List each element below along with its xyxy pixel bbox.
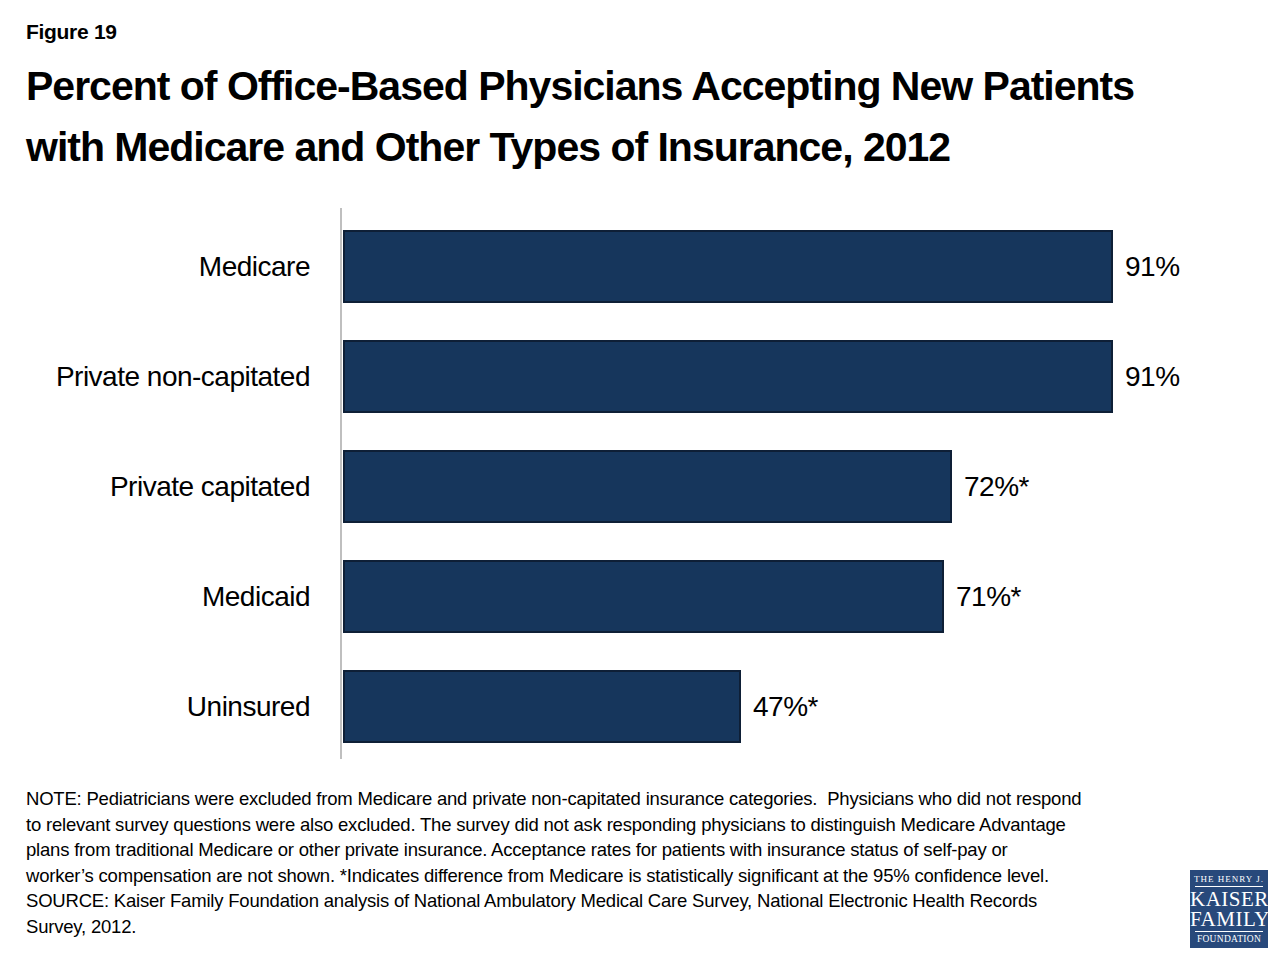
bar	[343, 670, 741, 743]
logo-divider-bottom	[1195, 931, 1263, 932]
notes: NOTE: Pediatricians were excluded from M…	[26, 786, 1081, 939]
value-label: 91%	[1125, 251, 1180, 283]
bar-chart: Medicare91%Private non-capitated91%Priva…	[0, 210, 1280, 780]
bar	[343, 230, 1113, 303]
logo-line-1: THE HENRY J.	[1190, 874, 1268, 884]
title-line-2: with Medicare and Other Types of Insuran…	[26, 117, 1134, 178]
logo-line-3: FAMILY	[1190, 909, 1268, 929]
page-title: Percent of Office-Based Physicians Accep…	[26, 56, 1134, 178]
bar	[343, 560, 944, 633]
value-label: 91%	[1125, 361, 1180, 393]
value-label: 72%*	[964, 471, 1029, 503]
note-line: plans from traditional Medicare or other…	[26, 837, 1081, 863]
bar-row: Private non-capitated 91%	[0, 340, 1280, 413]
category-label: Private non-capitated	[0, 361, 310, 393]
note-line: worker’s compensation are not shown. *In…	[26, 863, 1081, 889]
kff-logo: THE HENRY J. KAISER FAMILY FOUNDATION	[1190, 870, 1268, 948]
note-line: to relevant survey questions were also e…	[26, 812, 1081, 838]
note-line: SOURCE: Kaiser Family Foundation analysi…	[26, 888, 1081, 914]
bar-row: Medicaid 71%*	[0, 560, 1280, 633]
bar-row: Uninsured 47%*	[0, 670, 1280, 743]
chart-rows: Medicare91%Private non-capitated91%Priva…	[0, 230, 1280, 743]
logo-line-2: KAISER	[1190, 889, 1268, 909]
note-line: Survey, 2012.	[26, 914, 1081, 940]
logo-line-4: FOUNDATION	[1190, 934, 1268, 944]
bar	[343, 340, 1113, 413]
figure-label: Figure 19	[26, 20, 117, 44]
bar-row: Medicare 91%	[0, 230, 1280, 303]
note-line: NOTE: Pediatricians were excluded from M…	[26, 786, 1081, 812]
title-line-1: Percent of Office-Based Physicians Accep…	[26, 56, 1134, 117]
bar	[343, 450, 952, 523]
category-label: Medicaid	[0, 581, 310, 613]
category-label: Medicare	[0, 251, 310, 283]
y-axis-line	[340, 208, 342, 759]
value-label: 47%*	[753, 691, 818, 723]
category-label: Uninsured	[0, 691, 310, 723]
category-label: Private capitated	[0, 471, 310, 503]
value-label: 71%*	[956, 581, 1021, 613]
bar-row: Private capitated 72%*	[0, 450, 1280, 523]
